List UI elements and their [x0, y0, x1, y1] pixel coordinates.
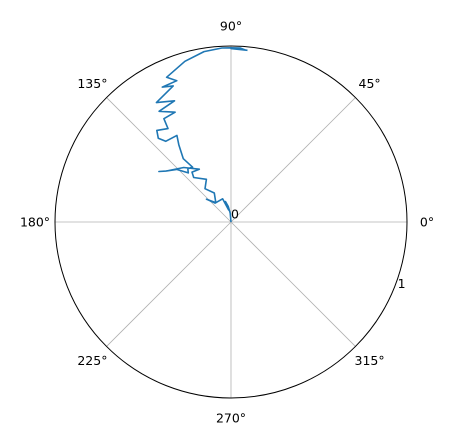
angular-tick-label-45: 45° [359, 76, 381, 91]
angular-gridline-225 [106, 221, 232, 347]
angular-tick-label-135: 135° [77, 76, 107, 91]
angular-tick-label-270: 270° [216, 411, 246, 426]
angular-tick-label-90: 90° [220, 19, 242, 34]
angular-tick-label-0: 0° [420, 215, 434, 230]
angular-tick-label-315: 315° [355, 353, 385, 368]
angular-tick-labels: 0° 45° 90° 135° 180° 225° 270° 315° [20, 19, 434, 426]
angular-gridline-315 [230, 221, 356, 347]
polar-frame [54, 45, 408, 399]
angular-gridline-45 [230, 97, 356, 223]
series-line [155, 47, 248, 223]
radial-tick-label-0: 0 [231, 207, 239, 222]
series-layer [155, 47, 248, 223]
radial-tick-label-1: 1 [398, 276, 406, 291]
angular-tick-label-180: 180° [20, 215, 50, 230]
angular-tick-label-225: 225° [77, 353, 107, 368]
radial-tick-labels: 01 [231, 207, 406, 291]
